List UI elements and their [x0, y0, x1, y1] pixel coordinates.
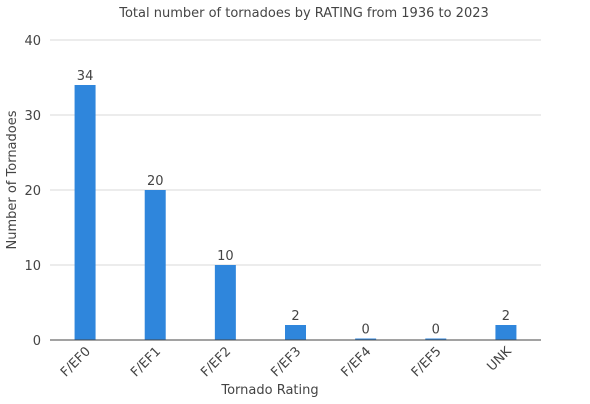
x-axis-title: Tornado Rating	[220, 383, 318, 398]
x-axis-ticks: F/EF0 F/EF1 F/EF2 F/EF3 F/EF4 F/EF5 UNK	[58, 344, 515, 380]
y-tick-label: 20	[24, 184, 41, 199]
y-tick-label: 0	[33, 334, 41, 349]
bar-f-ef4	[355, 338, 377, 340]
y-axis-ticks: 0 10 20 30 40	[24, 34, 41, 349]
data-label: 2	[502, 309, 510, 324]
bar-f-ef3	[285, 325, 306, 340]
bar-f-ef1	[144, 190, 166, 340]
data-label: 20	[147, 174, 164, 189]
x-tick-label: F/EF3	[268, 344, 304, 380]
bar-unk	[495, 325, 517, 340]
x-tick-label: F/EF0	[58, 344, 94, 380]
data-label: 0	[362, 323, 370, 338]
bar-f-ef2	[214, 265, 236, 340]
x-tick-label: F/EF2	[198, 344, 234, 380]
bar-f-ef5	[425, 338, 447, 340]
data-label: 0	[432, 323, 440, 338]
data-label: 34	[77, 69, 94, 84]
y-tick-label: 10	[24, 259, 41, 274]
x-tick-label: F/EF1	[128, 344, 164, 380]
y-tick-label: 30	[24, 109, 41, 124]
bar-f-ef0	[74, 85, 96, 340]
data-label: 2	[291, 309, 299, 324]
x-tick-label: F/EF4	[339, 344, 375, 380]
grid-lines	[50, 39, 541, 266]
y-tick-label: 40	[24, 34, 41, 49]
x-tick-label: UNK	[485, 344, 516, 375]
bars	[74, 85, 517, 340]
chart-title: Total number of tornadoes by RATING from…	[118, 6, 489, 21]
y-axis-title: Number of Tornadoes	[5, 110, 20, 249]
x-tick-label: F/EF5	[409, 344, 445, 380]
data-label: 10	[217, 249, 234, 264]
